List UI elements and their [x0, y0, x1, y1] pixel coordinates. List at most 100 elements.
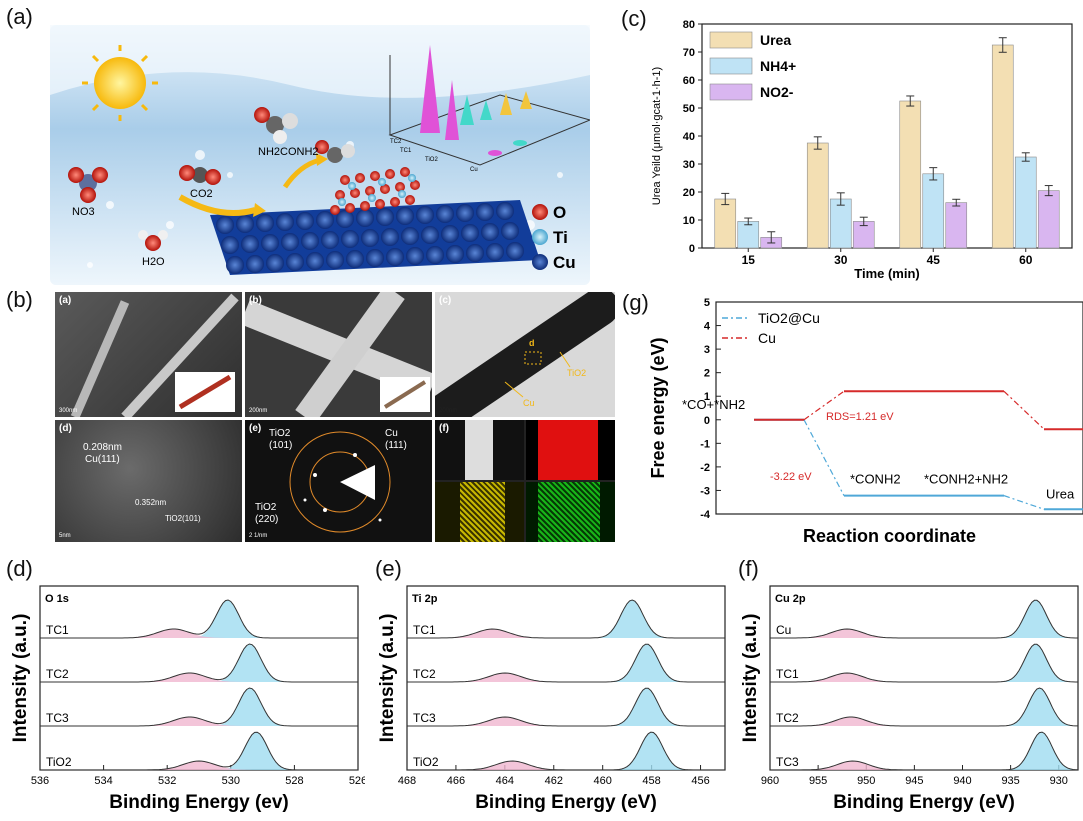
- rds-annotation: RDS=1.21 eV: [826, 411, 894, 423]
- scale-bar-e: 2 1/nm: [249, 533, 268, 539]
- tem-annot-tio2: TiO2: [567, 368, 587, 378]
- legend-o: O: [553, 203, 566, 222]
- y-tick-label: 50: [683, 103, 695, 115]
- micrograph-grid: (a) 300nm (b) 200nm (c) d TiO2 Cu 200nm …: [55, 292, 615, 544]
- schematic-illustration: NO3 CO2 NH2CONH2 H2O TC2 TC1 TiO2 Cu O: [50, 25, 592, 285]
- sem-image-b: (b) 200nm: [245, 292, 432, 417]
- xps-o1s-svg: 536 534 532 530 528 526 Binding Energy (ev) Int…: [10, 585, 367, 813]
- xps-cu2p-svg: 960 955 950 945 940 935 930 Binding Energy (eV)…: [740, 585, 1079, 813]
- energy-annotation: -3.22 eV: [770, 471, 812, 483]
- step-label: *CONH2: [850, 471, 901, 486]
- schematic-panel: NO3 CO2 NH2CONH2 H2O TC2 TC1 TiO2 Cu O: [50, 25, 592, 285]
- y-tick-label: 10: [683, 215, 695, 227]
- bar: [806, 142, 829, 249]
- x-tick-label: 45: [927, 253, 941, 267]
- inset-cone-plot: TC2 TC1 TiO2 Cu: [388, 45, 592, 173]
- bar: [922, 173, 945, 249]
- x-tick-label: 534: [94, 775, 112, 787]
- eds-map-f: (f): [435, 420, 615, 542]
- minor-peak-fill: [407, 629, 725, 638]
- scale-bar-c: 200nm: [439, 408, 458, 414]
- y-tick-label: 0: [689, 243, 695, 255]
- saed-annot: (111): [385, 440, 407, 451]
- nitrate-label: NO3: [72, 206, 95, 218]
- main-peak-fill: [770, 600, 1078, 638]
- y-tick-label: 4: [704, 321, 711, 333]
- x-tick-label: 15: [742, 253, 756, 267]
- minor-peak-fill: [40, 717, 358, 726]
- legend-ti: Ti: [553, 228, 568, 247]
- legend-label: NO2-: [760, 84, 794, 100]
- bar: [899, 100, 922, 249]
- panel-label-a: (a): [6, 4, 33, 29]
- bar: [737, 221, 760, 249]
- saed-annot: (220): [255, 514, 279, 525]
- spectrum-line: [40, 643, 358, 683]
- series-label: Cu: [776, 623, 791, 637]
- x-tick-label: 456: [691, 775, 709, 787]
- xps-ti2p-chart: 468 466 464 462 460 458 456 Binding Energy (eV)…: [365, 556, 730, 816]
- main-peak-fill: [40, 600, 358, 638]
- spectrum-line: [770, 687, 1078, 727]
- x-tick-label: 30: [834, 253, 848, 267]
- hrtem-image-d: (d) 0.208nm Cu(111) 0.352nm TiO2(101) 5n…: [55, 420, 242, 542]
- x-tick-label: 960: [761, 775, 779, 787]
- step-label: *CONH2+NH2: [924, 471, 1008, 486]
- y-tick-label: 80: [683, 19, 695, 31]
- sun-icon: [82, 45, 158, 121]
- co2-molecule: [179, 165, 221, 185]
- y-tick-label: 20: [683, 187, 695, 199]
- spectrum-line: [407, 731, 725, 771]
- micro-label-c: (c): [439, 295, 452, 306]
- free-energy-diagram: -4 -3 -2 -1 0 1 2 3 4 5 Free energy (eV) Reaction c…: [640, 292, 1083, 554]
- tem-annot-cu: Cu: [523, 398, 535, 408]
- saed-annot: (101): [269, 440, 293, 451]
- minor-peak-fill: [40, 761, 358, 770]
- minor-peak-fill: [770, 673, 1078, 682]
- bar: [714, 198, 737, 249]
- micro-label-b: (b): [249, 295, 262, 306]
- step-label: Urea: [1046, 487, 1075, 502]
- y-tick-label: 5: [704, 297, 710, 309]
- spectrum-line: [770, 731, 1079, 771]
- x-tick-label: 935: [1001, 775, 1019, 787]
- x-tick-label: 460: [594, 775, 612, 787]
- legend-swatch: [709, 31, 753, 49]
- legend-label: Urea: [760, 32, 791, 48]
- y-tick-label: 30: [683, 159, 695, 171]
- panel-label-e: (e): [375, 556, 402, 581]
- series-label: TC1: [776, 667, 799, 681]
- urea-molecule: [254, 107, 298, 144]
- energy-connector: [1003, 495, 1045, 510]
- panel-label-f: (f): [738, 556, 759, 581]
- y-tick-label: 70: [683, 47, 695, 59]
- y-tick-label: -1: [700, 438, 710, 450]
- micro-label-a: (a): [59, 295, 72, 306]
- minor-peak-fill: [407, 717, 725, 726]
- x-tick-label: 930: [1050, 775, 1068, 787]
- main-peak-fill: [770, 688, 1078, 726]
- co2-label: CO2: [190, 188, 213, 200]
- x-axis-label: Binding Energy (ev): [109, 792, 288, 813]
- legend-swatch: [709, 57, 753, 75]
- y-tick-label: 1: [704, 391, 710, 403]
- y-axis-label: Intensity (a.u.): [10, 614, 31, 743]
- panel-label-d: (d): [6, 556, 33, 581]
- energy-connector: [1003, 390, 1045, 430]
- x-tick-label: 528: [285, 775, 303, 787]
- tem-image-c: (c) d TiO2 Cu 200nm: [435, 292, 615, 417]
- saed-image-e: (e) TiO2 (101) Cu (111) TiO2 (220) 2 1/n…: [245, 420, 432, 542]
- y-tick-label: -4: [700, 509, 711, 521]
- series-label: TiO2: [46, 755, 72, 769]
- series-label: TC3: [776, 755, 799, 769]
- bar: [1014, 156, 1037, 249]
- scale-bar-a: 300nm: [59, 408, 78, 414]
- x-axis-label: Binding Energy (eV): [475, 792, 657, 813]
- y-axis-label: Intensity (a.u.): [740, 614, 761, 743]
- spectrum-line: [407, 643, 725, 683]
- main-peak-fill: [407, 600, 725, 638]
- series-label: TC2: [46, 667, 69, 681]
- legend-label: TiO2@Cu: [758, 310, 820, 326]
- x-tick-label: 950: [857, 775, 875, 787]
- legend-cu: Cu: [553, 253, 576, 272]
